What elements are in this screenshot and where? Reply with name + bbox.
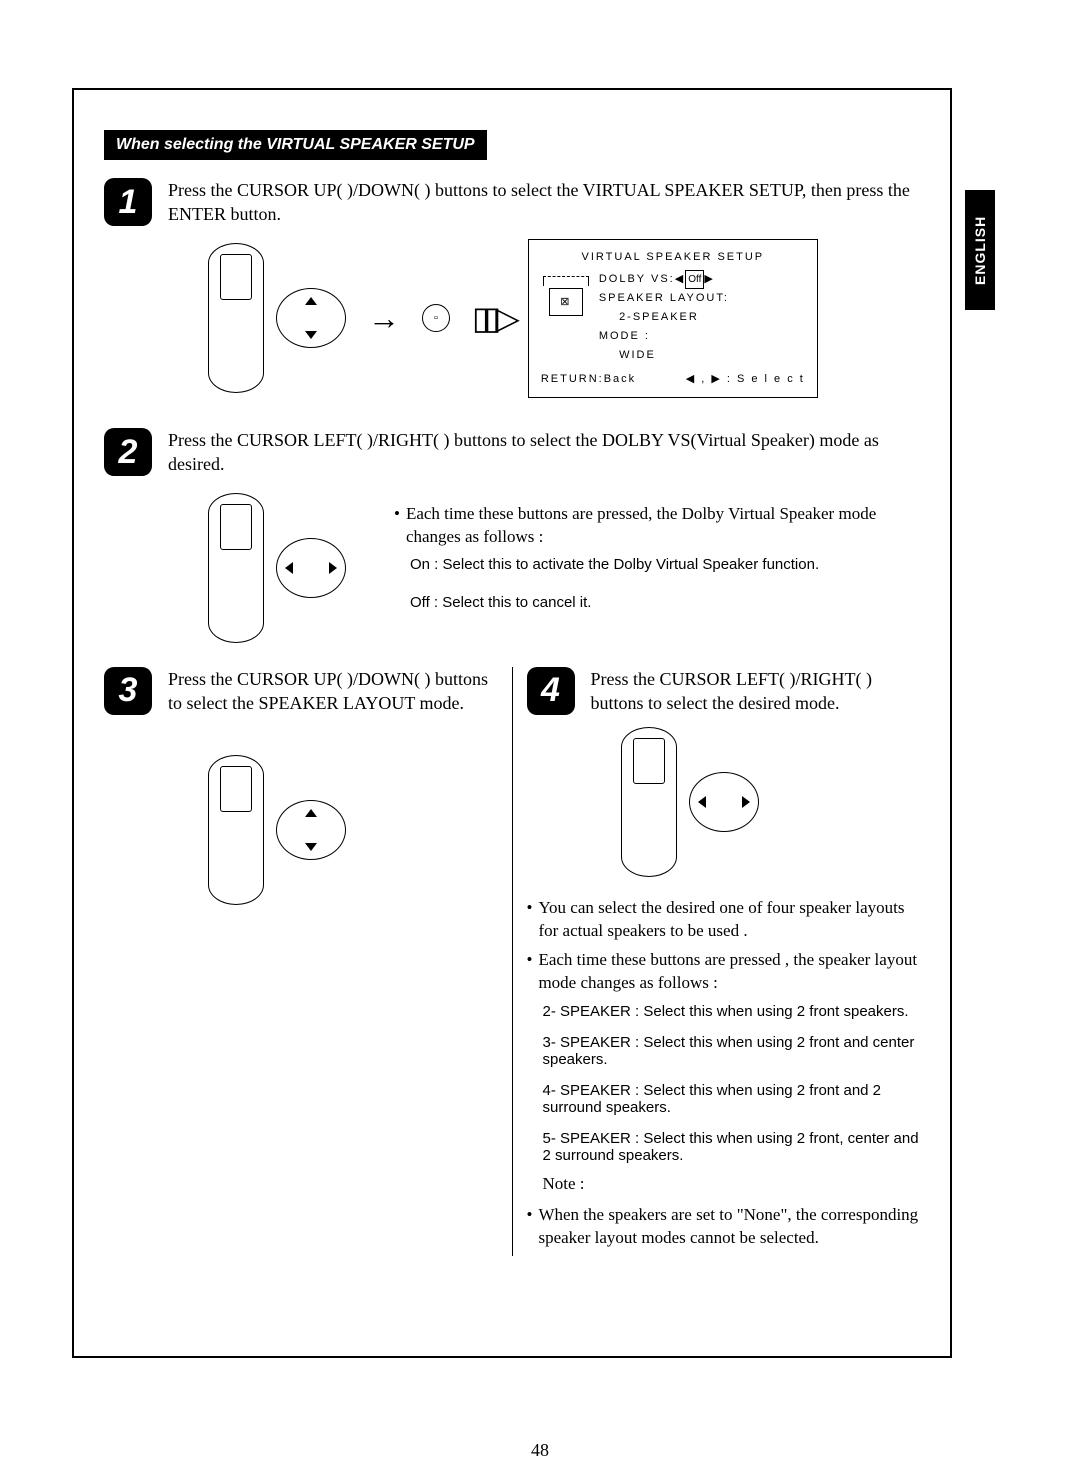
dirpad-updown-icon <box>276 800 346 860</box>
step4-note: •When the speakers are set to "None", th… <box>527 1204 921 1250</box>
t: Press the CURSOR UP( <box>168 669 343 689</box>
t: Each time these buttons are pressed, the… <box>406 503 920 549</box>
step-1: 1 Press the CURSOR UP( )/DOWN( ) buttons… <box>104 178 920 398</box>
osd-screen: VIRTUAL SPEAKER SETUP ⊠ DOLBY VS:◀Off▶ S… <box>528 239 818 398</box>
remote-icon <box>208 493 264 643</box>
remote-icon <box>208 755 264 905</box>
section-title: When selecting the VIRTUAL SPEAKER SETUP <box>104 130 487 160</box>
step4-opt5: 5- SPEAKER : Select this when using 2 fr… <box>543 1130 921 1164</box>
osd-footer-right: ◀ , ▶ : S e l e c t <box>686 372 805 387</box>
step1-graphics: → ▫ ▯▯▷ VIRTUAL SPEAKER SETUP ⊠ DOLBY VS… <box>208 239 920 398</box>
dirpad-leftright-icon <box>276 538 346 598</box>
step1-text: Press the CURSOR UP( )/DOWN( ) buttons t… <box>168 178 920 227</box>
step3-text: Press the CURSOR UP( )/DOWN( ) buttons t… <box>168 667 498 716</box>
t: You can select the desired one of four s… <box>538 897 920 943</box>
t: 2-SPEAKER <box>619 311 699 323</box>
t: Press the CURSOR LEFT( <box>591 669 786 689</box>
step4-opt3: 3- SPEAKER : Select this when using 2 fr… <box>543 1034 921 1068</box>
step2-bullet1: •Each time these buttons are pressed, th… <box>394 503 920 549</box>
step4-opt2: 2- SPEAKER : Select this when using 2 fr… <box>543 1003 921 1020</box>
t: )/RIGHT( <box>790 669 862 689</box>
t: )/DOWN( <box>347 180 420 200</box>
t: )/RIGHT( <box>367 430 439 450</box>
page-number: 48 <box>531 1440 549 1461</box>
remote-icon <box>208 243 264 393</box>
step-2: 2 Press the CURSOR LEFT( )/RIGHT( ) butt… <box>104 428 920 643</box>
t: WIDE <box>619 349 656 361</box>
step-number-3: 3 <box>104 667 152 715</box>
step2-text: Press the CURSOR LEFT( )/RIGHT( ) button… <box>168 428 920 477</box>
t: SPEAKER LAYOUT: <box>599 292 729 304</box>
t: Off <box>685 270 704 289</box>
step3-graphics <box>208 755 498 905</box>
step4-opt4: 4- SPEAKER : Select this when using 2 fr… <box>543 1082 921 1116</box>
osd-line1: DOLBY VS:◀Off▶ <box>599 270 805 289</box>
step4-graphics <box>621 727 921 877</box>
osd-line3: MODE : WIDE <box>599 327 805 364</box>
step4-text: Press the CURSOR LEFT( )/RIGHT( ) button… <box>591 667 921 716</box>
language-tab: ENGLISH <box>965 190 995 310</box>
dirpad-leftright-icon <box>689 772 759 832</box>
step2-off: Off : Select this to cancel it. <box>410 593 920 613</box>
step4-bullet2: •Each time these buttons are pressed , t… <box>527 949 921 995</box>
t: MODE : <box>599 330 650 342</box>
step-number-1: 1 <box>104 178 152 226</box>
t: )/DOWN( <box>347 669 420 689</box>
step-3: 3 Press the CURSOR UP( )/DOWN( ) buttons… <box>104 667 498 906</box>
osd-footer-left: RETURN:Back <box>541 372 636 387</box>
step4-note-label: Note : <box>543 1174 921 1194</box>
step-4: 4 Press the CURSOR LEFT( )/RIGHT( ) butt… <box>527 667 921 878</box>
t: Press the CURSOR UP( <box>168 180 343 200</box>
enter-button-icon: ▫ <box>422 304 450 332</box>
t: Press the CURSOR LEFT( <box>168 430 363 450</box>
step-number-4: 4 <box>527 667 575 715</box>
osd-tv-icon: ⊠ <box>541 270 591 330</box>
t: When the speakers are set to "None", the… <box>538 1204 920 1250</box>
remote-icon <box>621 727 677 877</box>
step-number-2: 2 <box>104 428 152 476</box>
page-frame: ENGLISH When selecting the VIRTUAL SPEAK… <box>72 88 952 1358</box>
arrow-right-icon: → <box>368 297 400 340</box>
dirpad-updown-icon <box>276 288 346 348</box>
t: Each time these buttons are pressed , th… <box>538 949 920 995</box>
step4-bullet1: •You can select the desired one of four … <box>527 897 921 943</box>
steps-3-4: 3 Press the CURSOR UP( )/DOWN( ) buttons… <box>104 667 920 1256</box>
step2-on: On : Select this to activate the Dolby V… <box>410 555 920 575</box>
osd-line2: SPEAKER LAYOUT: 2-SPEAKER <box>599 289 805 326</box>
t: DOLBY VS: <box>599 273 675 285</box>
osd-title: VIRTUAL SPEAKER SETUP <box>541 250 805 265</box>
arrow-hollow-right-icon: ▯▯▷ <box>472 297 514 340</box>
